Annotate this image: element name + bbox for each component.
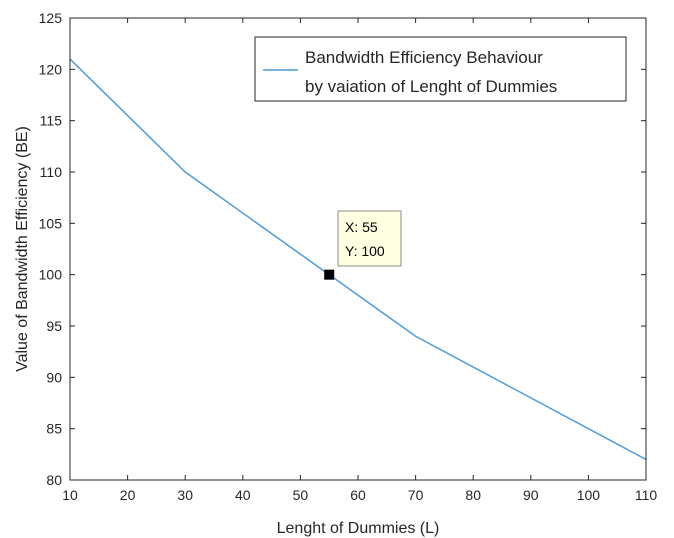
x-tick-label: 60 [350,487,366,503]
series-line [69,58,647,461]
y-axis-title: Value of Bandwidth Efficiency (BE) [14,126,31,372]
y-tick-label: 95 [46,318,62,334]
legend-label-line-1: Bandwidth Efficiency Behaviour [305,48,543,67]
y-tick-label: 120 [39,61,63,77]
tick-layer: 10 20 30 40 50 60 70 80 90 100 110 80 85 90 95 100 105 11… [39,10,658,503]
datatip-y-text: Y: 100 [345,243,385,259]
datatip-x-text: X: 55 [345,219,378,235]
x-tick-label: 20 [120,487,136,503]
y-tick-label: 85 [46,421,62,437]
y-tick-label: 105 [39,215,63,231]
x-tick-label: 30 [177,487,193,503]
x-tick-label: 80 [465,487,481,503]
y-tick-label: 115 [40,113,63,129]
series-layer [69,58,647,461]
legend: Bandwidth Efficiency Behaviour by vaiati… [254,36,627,102]
x-tick-label: 70 [408,487,424,503]
datatip-marker[interactable] [324,269,335,280]
legend-label-line-2: by vaiation of Lenght of Dummies [305,77,557,96]
y-tick-label: 90 [46,369,62,385]
x-tick-label: 40 [235,487,251,503]
x-tick-label: 10 [62,487,78,503]
y-tick-label: 80 [46,472,62,488]
datatip[interactable]: X: 55 Y: 100 [324,210,402,280]
datatip-box [337,210,402,267]
x-axis-title: Lenght of Dummies (L) [277,520,440,537]
legend-box [254,36,627,102]
x-tick-label: 110 [635,487,658,503]
x-tick-label: 100 [577,487,601,503]
x-tick-label: 90 [523,487,539,503]
y-tick-label: 100 [39,267,63,283]
x-tick-label: 50 [293,487,309,503]
y-tick-label: 125 [39,10,63,26]
y-tick-label: 110 [40,164,63,180]
